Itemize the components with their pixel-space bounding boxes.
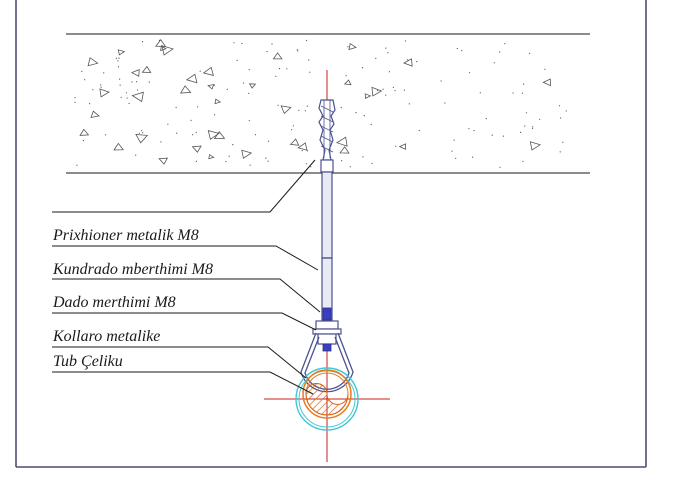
label-threaded-rod: Kundrado mberthimi M8 — [52, 261, 213, 278]
drawing-frame — [15, 0, 647, 468]
wedge-anchor-icon — [318, 99, 336, 173]
label-collar: Kollaro metalike — [52, 328, 160, 345]
leader-lines — [52, 159, 321, 395]
callout-labels: Prixhioner metalik M8 Kundrado mberthimi… — [52, 227, 213, 370]
concrete-aggregate-marks — [74, 39, 567, 168]
hatched-pipe-section-icon — [295, 367, 359, 431]
label-pipe: Tub Çeliku — [53, 353, 123, 370]
nut-assembly — [312, 320, 342, 352]
label-anchor: Prixhioner metalik M8 — [52, 227, 199, 244]
label-nut: Dado merthimi M8 — [52, 294, 176, 311]
threaded-rod — [321, 171, 333, 321]
